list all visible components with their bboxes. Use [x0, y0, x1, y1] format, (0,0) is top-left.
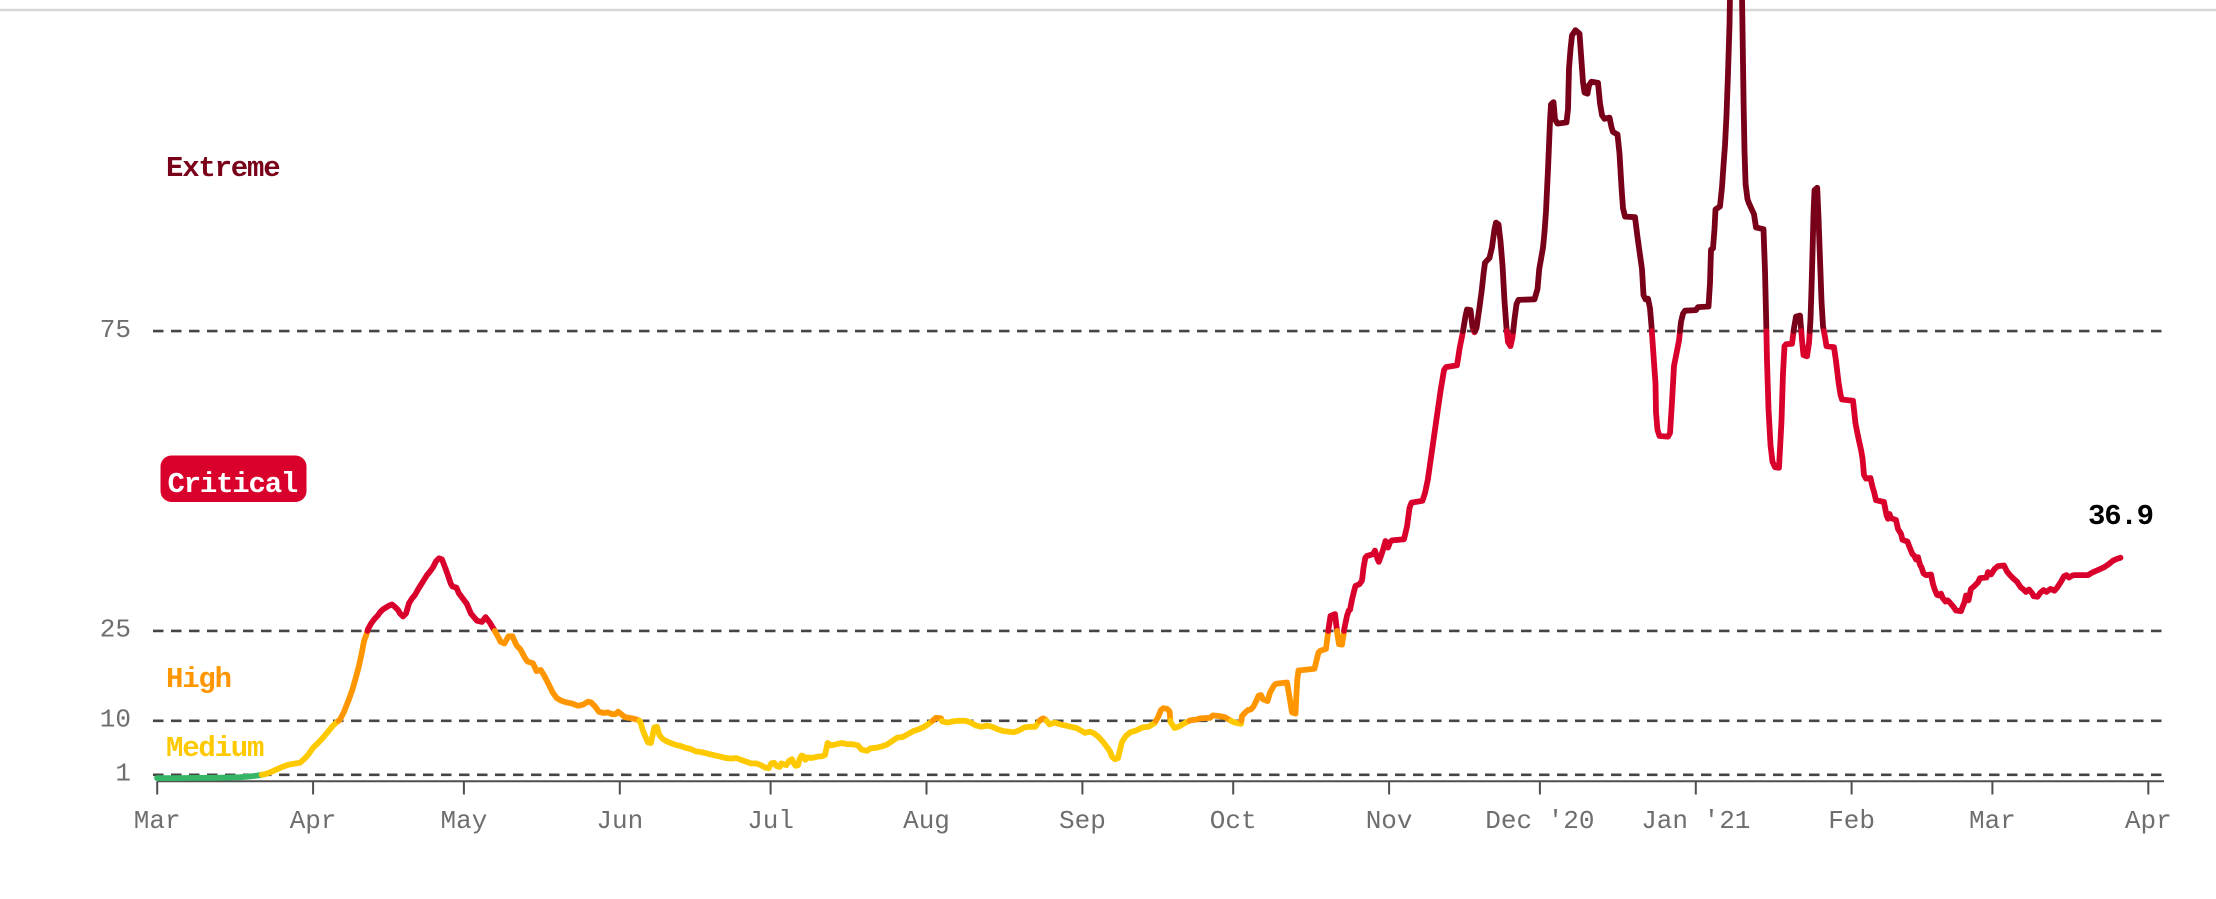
svg-text:10: 10 [100, 705, 131, 735]
svg-text:Dec '20: Dec '20 [1485, 806, 1594, 836]
svg-text:Nov: Nov [1366, 806, 1413, 836]
svg-text:Mar: Mar [1969, 806, 2016, 836]
svg-text:Feb: Feb [1828, 806, 1875, 836]
svg-text:75: 75 [100, 315, 131, 345]
svg-text:Jan '21: Jan '21 [1641, 806, 1750, 836]
svg-text:Jun: Jun [596, 806, 643, 836]
svg-text:Extreme: Extreme [166, 152, 279, 185]
svg-text:Apr: Apr [290, 806, 337, 836]
svg-text:Sep: Sep [1059, 806, 1106, 836]
svg-text:25: 25 [100, 615, 131, 645]
svg-text:Apr: Apr [2125, 806, 2172, 836]
svg-text:Aug: Aug [903, 806, 950, 836]
svg-text:High: High [166, 663, 231, 696]
svg-text:Jul: Jul [747, 806, 794, 836]
svg-text:1: 1 [115, 759, 131, 789]
svg-text:Critical: Critical [168, 468, 298, 501]
svg-text:May: May [440, 806, 487, 836]
svg-text:Oct: Oct [1210, 806, 1257, 836]
svg-text:Mar: Mar [134, 806, 181, 836]
svg-text:Medium: Medium [166, 732, 264, 765]
svg-text:36.9: 36.9 [2088, 500, 2153, 533]
